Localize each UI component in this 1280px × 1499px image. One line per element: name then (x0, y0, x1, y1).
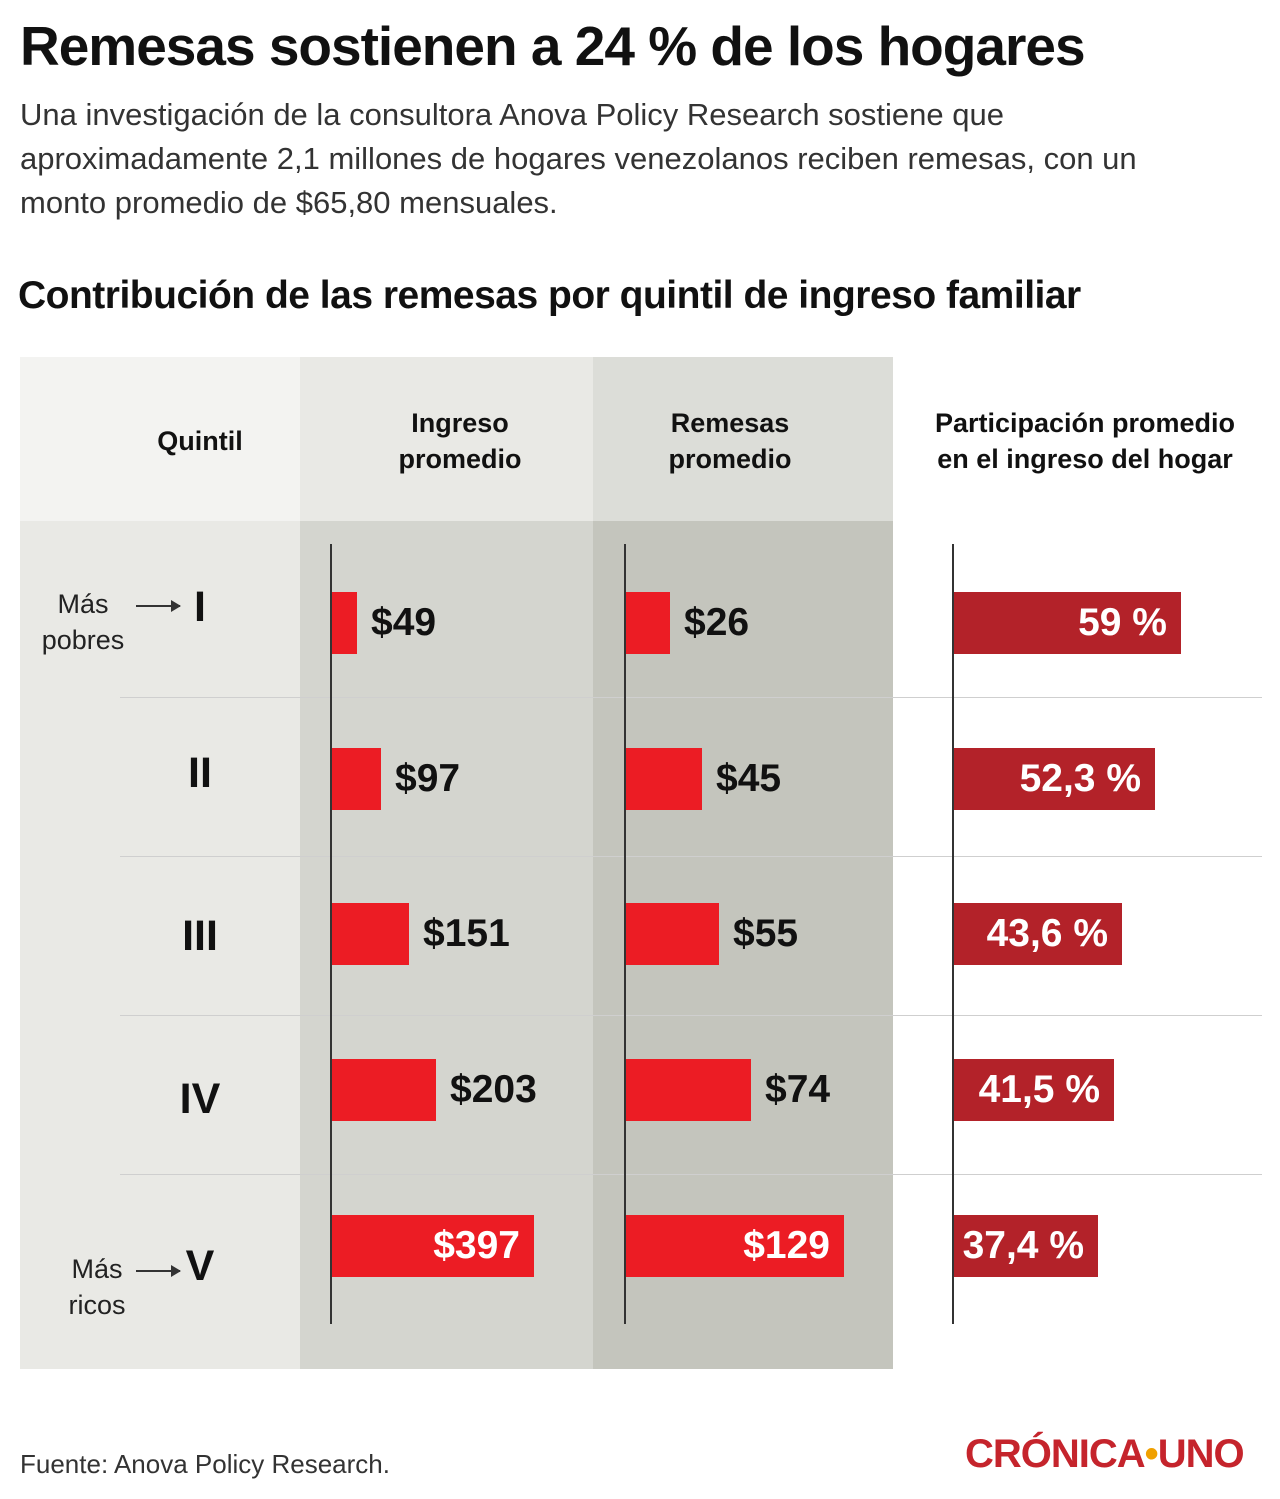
bar-1-ii (332, 748, 381, 810)
value-label-3-i: 59 % (1078, 601, 1167, 644)
value-label-2-ii: $45 (716, 757, 782, 800)
value-label-1-ii: $97 (395, 757, 461, 800)
header-quintil: Quintil (157, 426, 243, 456)
value-label-1-iv: $203 (450, 1068, 537, 1111)
value-label-3-v: 37,4 % (962, 1224, 1084, 1267)
label-mas-pobres: Más pobres (41, 589, 125, 655)
axis-remesas (624, 544, 626, 1324)
bar-2-ii (626, 748, 702, 810)
arrow-icon (136, 600, 181, 612)
brand-dot: • (1144, 1432, 1159, 1476)
bar-1-v (332, 1215, 534, 1277)
label-mas-ricos: Más ricos (68, 1254, 126, 1320)
quintile-label-v: V (185, 1242, 215, 1290)
section-title: Contribución de las remesas por quintil … (18, 274, 1081, 317)
value-label-2-i: $26 (684, 601, 750, 644)
header-remesas: Remesas promedio (668, 408, 792, 474)
brand-right: UNO (1157, 1432, 1245, 1476)
quintile-label-iii: III (182, 912, 218, 960)
panel-remesas-header (593, 357, 893, 521)
bar-1-iv (332, 1059, 436, 1121)
bar-2-iii (626, 903, 719, 965)
brand-left: CRÓNICA (965, 1432, 1146, 1476)
value-label-3-ii: 52,3 % (1019, 757, 1141, 800)
bar-3-iii (954, 903, 1122, 965)
value-label-2-iv: $74 (765, 1068, 831, 1111)
bar-3-i (954, 592, 1181, 654)
panel-quintil-header (20, 357, 300, 521)
axis-ingreso (330, 544, 332, 1324)
panel-quintil-body (20, 521, 300, 1369)
quintile-label-iv: IV (179, 1075, 221, 1123)
source-note: Fuente: Anova Policy Research. (20, 1449, 390, 1479)
bar-2-iv (626, 1059, 751, 1121)
bar-3-iv (954, 1059, 1114, 1121)
value-label-3-iv: 41,5 % (978, 1068, 1100, 1111)
bar-2-i (626, 592, 670, 654)
chart-subtitle: Una investigación de la consultora Anova… (20, 97, 1137, 220)
brand-logo: CRÓNICA•UNO (965, 1432, 1245, 1477)
bar-1-iii (332, 903, 409, 965)
bar-3-ii (954, 748, 1155, 810)
value-label-1-v: $397 (433, 1224, 520, 1267)
header-ingreso: Ingreso promedio (398, 408, 522, 474)
row-separator (120, 1015, 1262, 1016)
value-label-2-v: $129 (743, 1224, 830, 1267)
bar-1-i (332, 592, 357, 654)
value-label-2-iii: $55 (733, 912, 799, 955)
arrow-icon (136, 1265, 181, 1277)
value-label-1-iii: $151 (423, 912, 510, 955)
quintile-label-ii: II (188, 749, 212, 797)
row-separator (120, 1174, 1262, 1175)
bar-3-v (954, 1215, 1098, 1277)
panel-ingreso-header (300, 357, 593, 521)
header-participacion: Participación promedio en el ingreso del… (934, 408, 1236, 474)
axis-participacion (952, 544, 954, 1324)
bar-2-v (626, 1215, 844, 1277)
row-separator (120, 697, 1262, 698)
value-label-1-i: $49 (371, 601, 437, 644)
chart-title: Remesas sostienen a 24 % de los hogares (20, 15, 1086, 77)
row-separator (120, 856, 1262, 857)
quintile-label-i: I (194, 583, 206, 631)
value-label-3-iii: 43,6 % (986, 912, 1108, 955)
